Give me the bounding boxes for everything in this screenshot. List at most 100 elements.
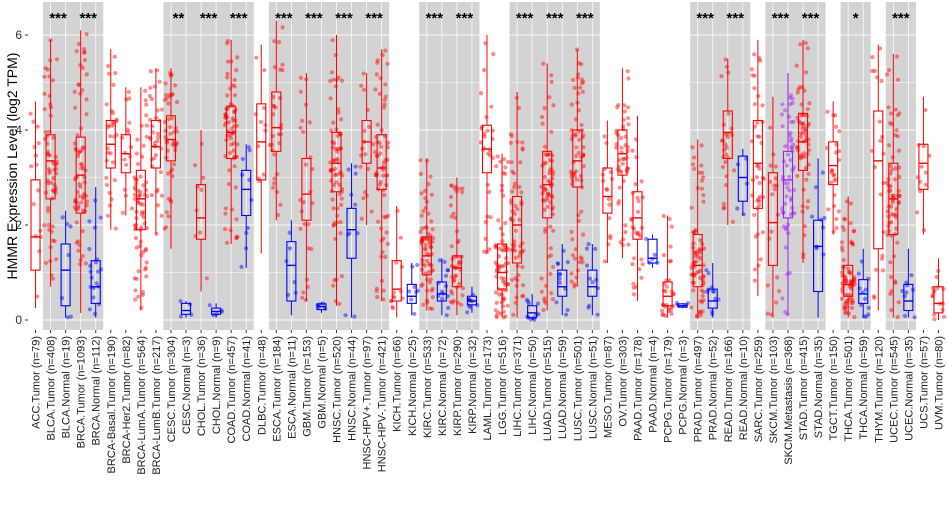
data-point [453, 215, 458, 220]
data-point [84, 193, 89, 199]
data-point [809, 214, 815, 219]
data-point [700, 293, 705, 299]
x-tick-label: LUAD.Normal (n=59) [557, 336, 569, 439]
data-point [622, 157, 627, 162]
data-point [520, 241, 525, 246]
data-point [572, 171, 577, 176]
data-point [701, 298, 706, 303]
data-point [419, 213, 424, 218]
x-tick-label: READ.Tumor (n=166) [723, 336, 735, 442]
data-point [773, 164, 779, 169]
data-point [919, 164, 924, 169]
significance-mark: *** [230, 10, 248, 27]
data-point [637, 267, 642, 272]
data-point [501, 279, 506, 284]
data-point [765, 283, 770, 288]
x-tick-label: LIHC.Tumor (n=371) [512, 336, 524, 437]
data-point [330, 197, 335, 202]
data-point [753, 234, 758, 239]
data-point [616, 103, 621, 108]
data-point [261, 172, 266, 177]
data-point [550, 153, 555, 158]
data-point [525, 299, 531, 304]
data-point [74, 220, 79, 225]
data-point [46, 209, 51, 214]
data-point [550, 297, 556, 302]
data-point [760, 175, 766, 180]
data-point [877, 119, 882, 124]
box [165, 115, 177, 162]
data-point [502, 263, 507, 268]
data-point [768, 125, 773, 130]
data-point [501, 309, 506, 314]
data-point [53, 154, 59, 159]
data-point [43, 260, 49, 265]
data-point [225, 75, 230, 80]
data-point [495, 154, 500, 159]
data-point [545, 153, 550, 158]
data-point [902, 294, 907, 299]
data-point [574, 145, 579, 150]
data-point [92, 311, 98, 316]
data-point [626, 116, 631, 121]
data-point [92, 225, 98, 230]
data-point [152, 140, 157, 145]
data-point [807, 101, 812, 106]
data-point [362, 128, 367, 133]
data-point [515, 207, 520, 212]
data-point [141, 143, 146, 148]
data-point [484, 115, 489, 120]
data-point [230, 83, 235, 88]
data-point [230, 116, 235, 121]
data-point [893, 280, 898, 285]
y-tick-label: 0 [15, 313, 22, 327]
data-point [399, 264, 405, 269]
data-point [795, 174, 800, 179]
data-point [699, 143, 704, 148]
data-point [127, 96, 132, 101]
significance-mark: * [853, 10, 859, 27]
data-point [239, 264, 244, 269]
data-point [542, 296, 547, 301]
data-point [757, 166, 762, 171]
data-point [543, 300, 548, 305]
data-point [332, 166, 338, 172]
data-point [83, 261, 88, 266]
data-point [410, 264, 415, 269]
data-point [75, 133, 80, 138]
data-point [385, 145, 390, 150]
data-point [113, 226, 118, 231]
data-point [842, 216, 847, 221]
data-point [95, 269, 100, 274]
data-point [149, 193, 154, 198]
data-point [572, 256, 578, 261]
data-point [839, 240, 845, 245]
data-point [579, 81, 585, 86]
x-tick-label: BRCA-LumA.Tumor (n=564) [136, 336, 148, 475]
data-point [147, 93, 152, 99]
data-point [579, 122, 584, 128]
data-point [163, 92, 169, 98]
data-point [512, 243, 517, 248]
data-point [230, 207, 235, 212]
data-point [332, 158, 337, 163]
data-point [536, 312, 541, 317]
box [391, 260, 402, 302]
data-point [166, 101, 171, 106]
data-point [451, 298, 456, 303]
data-point [445, 268, 450, 273]
data-point [852, 277, 857, 283]
data-point [423, 242, 428, 247]
data-point [482, 249, 487, 254]
significance-mark: *** [200, 10, 218, 27]
data-point [385, 140, 390, 145]
data-point [788, 95, 793, 100]
data-point [888, 111, 894, 116]
box [647, 238, 658, 264]
data-point [47, 171, 52, 176]
significance-mark: *** [275, 10, 293, 27]
data-point [839, 245, 845, 250]
data-point [333, 173, 338, 178]
data-point [498, 159, 503, 164]
data-point [605, 187, 610, 192]
